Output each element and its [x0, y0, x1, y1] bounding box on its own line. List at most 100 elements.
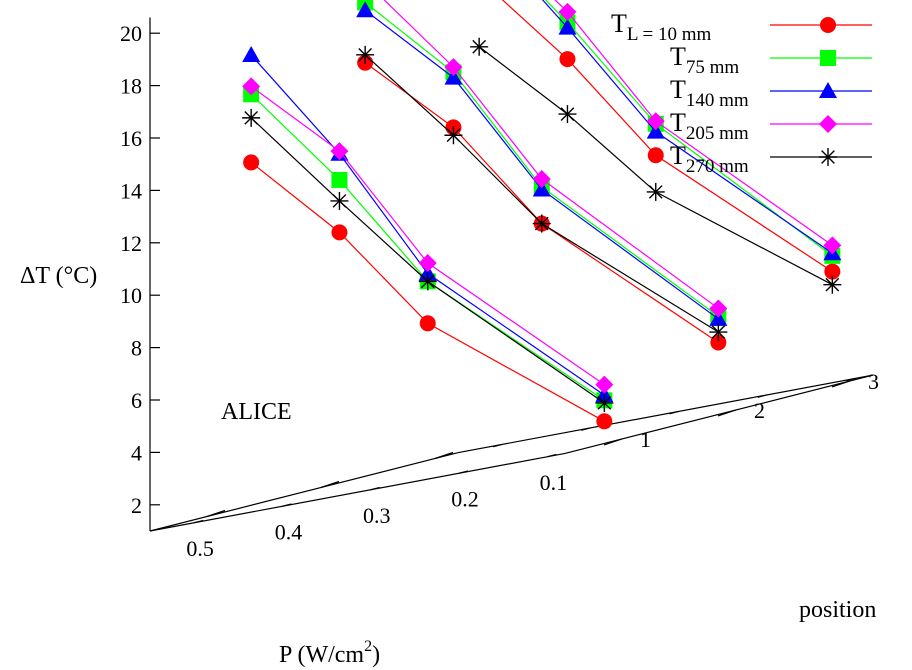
series-line	[364, 62, 719, 344]
legend-label: T75 mm	[670, 42, 739, 78]
data-point	[646, 112, 665, 131]
legend-label-main: T	[670, 75, 686, 104]
series-2-position-1	[242, 45, 614, 403]
data-point	[242, 45, 261, 62]
legend-entry-2: T140 mm	[670, 75, 872, 111]
data-point	[709, 309, 728, 326]
series-3-position-1	[242, 77, 614, 394]
series-line	[383, 0, 719, 309]
legend-label-sub: 270 mm	[686, 156, 749, 177]
series-line	[501, 0, 833, 273]
x-tick-label: 0.3	[363, 503, 391, 528]
axis-frame-edge-0	[149, 452, 566, 532]
axis-frame-edge-2	[149, 452, 458, 532]
series-line	[250, 161, 605, 422]
z-tick-label: 12	[120, 231, 142, 256]
data-point	[558, 2, 577, 21]
data-point	[242, 108, 261, 127]
x-axis-label-base: P (W/cm	[279, 642, 364, 668]
z-tick-label: 20	[120, 21, 142, 46]
series-line	[554, 0, 833, 246]
x-tick-back	[846, 377, 856, 382]
data-point	[559, 51, 576, 68]
axis-frame-edge-3	[457, 374, 873, 454]
series-0-position-1	[243, 154, 613, 430]
data-point	[709, 323, 728, 342]
x-tick-label: 0.2	[451, 486, 479, 511]
x-tick	[370, 486, 380, 491]
series-line	[364, 1, 719, 317]
alice-annotation: ALICE	[221, 399, 292, 425]
legend-marker	[819, 148, 837, 166]
y-tick	[831, 380, 851, 388]
x-tick-label: 0.5	[186, 536, 214, 561]
data-point	[331, 224, 348, 241]
legend-label-sub: L = 10 mm	[627, 24, 712, 45]
data-point	[356, 1, 375, 18]
legend-label: T140 mm	[670, 75, 749, 111]
data-point	[243, 154, 260, 171]
z-tick-label: 18	[120, 74, 142, 99]
z-tick-label: 16	[120, 126, 142, 151]
legend-entry-1: T75 mm	[670, 42, 872, 78]
z-tick-label: 4	[131, 440, 142, 465]
y-tick-label: 3	[868, 369, 879, 394]
data-point	[532, 180, 551, 197]
data-point	[532, 214, 551, 233]
x-axis-label: P (W/cm2)	[279, 638, 380, 668]
data-point	[823, 275, 842, 294]
data-point	[823, 236, 842, 255]
x-tick-label: 0.4	[275, 519, 303, 544]
series-3-position-2	[383, 0, 728, 318]
data-point	[824, 263, 841, 280]
data-point	[444, 126, 463, 145]
data-point	[595, 375, 614, 394]
legend-label: T205 mm	[670, 108, 749, 144]
legend-marker	[820, 17, 836, 33]
legend-label-main: T	[670, 42, 686, 71]
series-line	[541, 0, 833, 254]
data-point	[558, 105, 577, 124]
data-point	[242, 77, 261, 96]
z-tick-label: 8	[131, 336, 142, 361]
x-tick-label: 0.1	[540, 470, 568, 495]
data-point	[470, 37, 489, 56]
y-tick-left	[434, 451, 454, 460]
y-tick-left	[206, 509, 226, 518]
data-point	[419, 315, 436, 332]
data-point	[418, 272, 437, 291]
x-axis-label-tail: )	[372, 642, 380, 668]
series-line	[478, 46, 833, 286]
data-point	[595, 393, 614, 412]
y-tick-label: 1	[640, 427, 651, 452]
data-point	[646, 182, 665, 201]
z-tick-label: 14	[120, 178, 142, 203]
data-point	[418, 254, 437, 273]
x-tick	[194, 519, 204, 524]
data-point	[444, 58, 463, 77]
series-line	[364, 54, 719, 333]
z-axis-label: ΔT (°C)	[20, 263, 97, 289]
legend-marker	[820, 50, 836, 66]
y-tick-label: 2	[754, 398, 765, 423]
legend-label: TL = 10 mm	[611, 9, 712, 45]
series-4-position-1	[242, 108, 614, 412]
x-tick	[282, 503, 292, 507]
legend-label-sub: 75 mm	[686, 57, 740, 78]
data-point	[331, 171, 348, 188]
axes	[149, 17, 873, 532]
series-3-position-3	[554, 0, 842, 255]
x-tick	[458, 470, 469, 474]
data-point	[646, 122, 665, 139]
data-point	[709, 299, 728, 318]
data-point	[532, 170, 551, 189]
legend-label-main: T	[611, 9, 627, 38]
x-tick	[547, 453, 557, 458]
series-line	[250, 93, 605, 401]
axis-frame-edge-1	[564, 374, 873, 455]
z-tick-label: 2	[131, 493, 142, 518]
y-tick	[603, 438, 623, 446]
legend-label-main: T	[670, 141, 686, 170]
